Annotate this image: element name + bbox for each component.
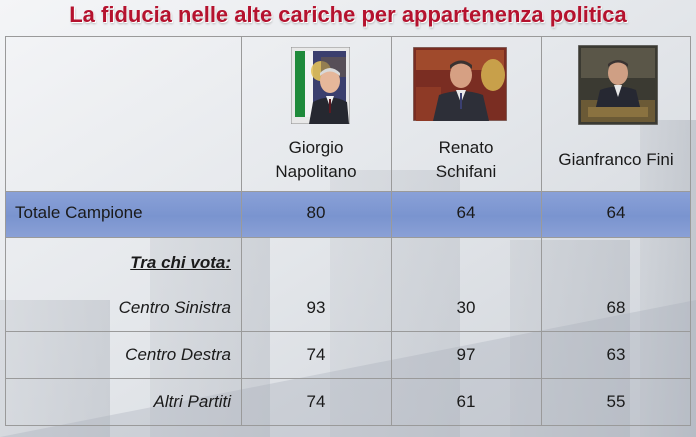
total-value-napolitano: 80 — [306, 203, 326, 222]
column-header-line: Renato — [438, 138, 494, 157]
total-row-label: Totale Campione — [15, 203, 143, 222]
column-header-line: Gianfranco Fini — [558, 150, 674, 169]
cell-value: 74 — [306, 345, 326, 364]
cell-value: 68 — [606, 298, 626, 317]
total-row-band — [5, 191, 691, 237]
grid-line — [5, 378, 691, 379]
cell-value: 61 — [456, 392, 476, 411]
column-header-fini: Gianfranco Fini — [541, 148, 691, 172]
column-header-line: Giorgio — [288, 138, 344, 157]
row-label-altri-partiti: Altri Partiti — [153, 392, 231, 411]
total-value-fini: 64 — [606, 203, 626, 222]
cell-value: 97 — [456, 345, 476, 364]
grid-line — [5, 331, 691, 332]
portrait-schifani-icon — [413, 47, 507, 121]
cell-value: 93 — [306, 298, 326, 317]
cell-value: 30 — [456, 298, 476, 317]
grid-line — [5, 237, 691, 238]
cell-value: 63 — [606, 345, 626, 364]
grid-line — [5, 191, 691, 192]
grid-line — [5, 425, 691, 426]
column-header-line: Napolitano — [275, 162, 357, 181]
trust-table: Giorgio Napolitano Renato Schifani Gianf… — [5, 36, 691, 426]
grid-line — [391, 36, 392, 426]
page-title: La fiducia nelle alte cariche per appart… — [69, 2, 627, 27]
row-label-centro-sinistra: Centro Sinistra — [118, 298, 231, 317]
grid-line — [541, 36, 542, 426]
portrait-napolitano-icon — [291, 47, 350, 124]
grid-line — [5, 36, 6, 426]
column-header-napolitano: Giorgio Napolitano — [241, 136, 391, 184]
section-label: Tra chi vota: — [130, 253, 231, 272]
row-label-centro-destra: Centro Destra — [125, 345, 231, 364]
portrait-fini-icon — [578, 45, 658, 125]
grid-line — [690, 36, 691, 426]
column-header-line: Schifani — [435, 162, 497, 181]
total-value-schifani: 64 — [456, 203, 476, 222]
cell-value: 74 — [306, 392, 326, 411]
grid-line — [241, 36, 242, 426]
grid-line — [5, 36, 691, 37]
column-header-schifani: Renato Schifani — [391, 136, 541, 184]
cell-value: 55 — [606, 392, 626, 411]
